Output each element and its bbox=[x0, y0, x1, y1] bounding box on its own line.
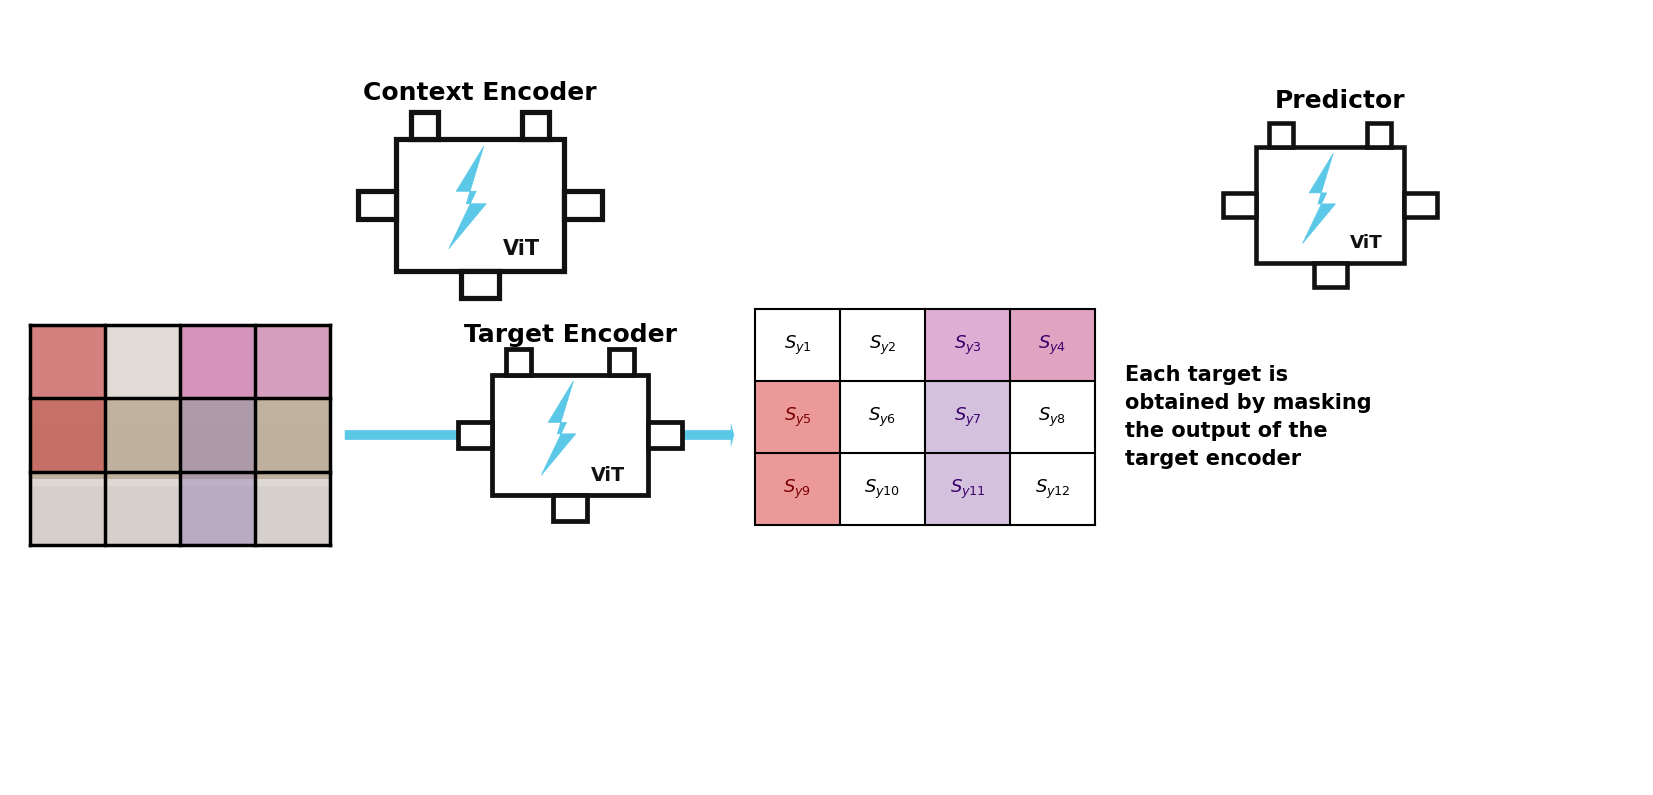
Bar bbox=[395, 139, 564, 270]
Text: Target Encoder: Target Encoder bbox=[463, 323, 676, 347]
Bar bbox=[1405, 193, 1436, 217]
Bar bbox=[1010, 309, 1094, 381]
Bar bbox=[926, 309, 1010, 381]
Text: $S_{y5}$: $S_{y5}$ bbox=[784, 405, 812, 429]
Text: ViT: ViT bbox=[590, 466, 625, 485]
Bar bbox=[1367, 123, 1392, 147]
Bar bbox=[30, 398, 106, 471]
Bar bbox=[608, 349, 633, 374]
Bar bbox=[926, 381, 1010, 453]
Bar bbox=[926, 453, 1010, 525]
Bar bbox=[255, 325, 331, 398]
Bar bbox=[30, 325, 331, 545]
Bar bbox=[180, 471, 255, 545]
Bar bbox=[755, 381, 840, 453]
Text: Context Encoder: Context Encoder bbox=[364, 81, 597, 105]
Bar bbox=[506, 349, 532, 374]
Bar bbox=[30, 325, 106, 398]
Text: $S_{y4}$: $S_{y4}$ bbox=[1038, 333, 1066, 357]
Text: $S_{y10}$: $S_{y10}$ bbox=[865, 478, 901, 501]
Text: $S_{y7}$: $S_{y7}$ bbox=[954, 405, 982, 429]
Bar bbox=[648, 422, 683, 448]
Bar bbox=[1270, 123, 1293, 147]
Bar bbox=[1314, 263, 1347, 287]
Bar bbox=[564, 192, 602, 219]
Bar bbox=[458, 422, 493, 448]
Bar bbox=[755, 453, 840, 525]
Text: Each target is
obtained by masking
the output of the
target encoder: Each target is obtained by masking the o… bbox=[1126, 365, 1372, 469]
Bar bbox=[552, 495, 587, 521]
Polygon shape bbox=[1303, 153, 1336, 243]
Bar bbox=[522, 112, 549, 139]
Text: $S_{y11}$: $S_{y11}$ bbox=[949, 478, 985, 501]
Text: $S_{y8}$: $S_{y8}$ bbox=[1038, 405, 1066, 429]
Bar bbox=[180, 325, 255, 398]
Text: ViT: ViT bbox=[503, 238, 539, 258]
Text: $S_{y3}$: $S_{y3}$ bbox=[954, 333, 982, 357]
Text: $S_{y12}$: $S_{y12}$ bbox=[1035, 478, 1071, 501]
Bar bbox=[30, 398, 331, 479]
Text: Predictor: Predictor bbox=[1274, 89, 1405, 113]
Bar bbox=[180, 398, 255, 471]
Bar bbox=[1256, 147, 1405, 263]
Polygon shape bbox=[448, 146, 486, 249]
Text: $S_{y1}$: $S_{y1}$ bbox=[784, 333, 812, 357]
Polygon shape bbox=[541, 381, 575, 475]
Bar bbox=[410, 112, 438, 139]
Bar bbox=[461, 270, 499, 298]
Text: $S_{y9}$: $S_{y9}$ bbox=[784, 478, 812, 501]
Bar bbox=[493, 374, 648, 495]
Text: $S_{y6}$: $S_{y6}$ bbox=[868, 405, 896, 429]
Bar bbox=[30, 325, 331, 424]
Text: ViT: ViT bbox=[1351, 235, 1382, 253]
Bar bbox=[30, 487, 331, 545]
Bar bbox=[1223, 193, 1256, 217]
Bar bbox=[359, 192, 395, 219]
Text: $S_{y2}$: $S_{y2}$ bbox=[869, 333, 896, 357]
